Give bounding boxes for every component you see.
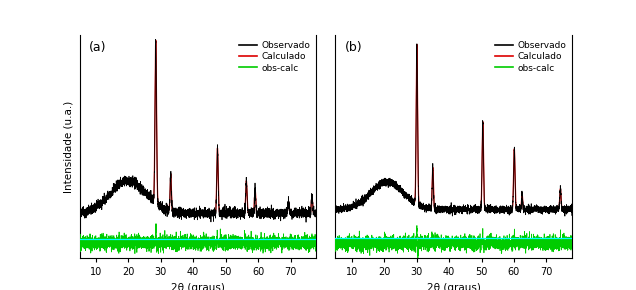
X-axis label: 2θ (graus): 2θ (graus) <box>427 283 481 290</box>
Text: (b): (b) <box>345 41 363 55</box>
Y-axis label: Intensidade (u.a.): Intensidade (u.a.) <box>64 100 74 193</box>
Text: (a): (a) <box>89 41 106 55</box>
X-axis label: 2θ (graus): 2θ (graus) <box>171 283 225 290</box>
Legend: Observado, Calculado, obs-calc: Observado, Calculado, obs-calc <box>491 37 570 76</box>
Legend: Observado, Calculado, obs-calc: Observado, Calculado, obs-calc <box>235 37 314 76</box>
